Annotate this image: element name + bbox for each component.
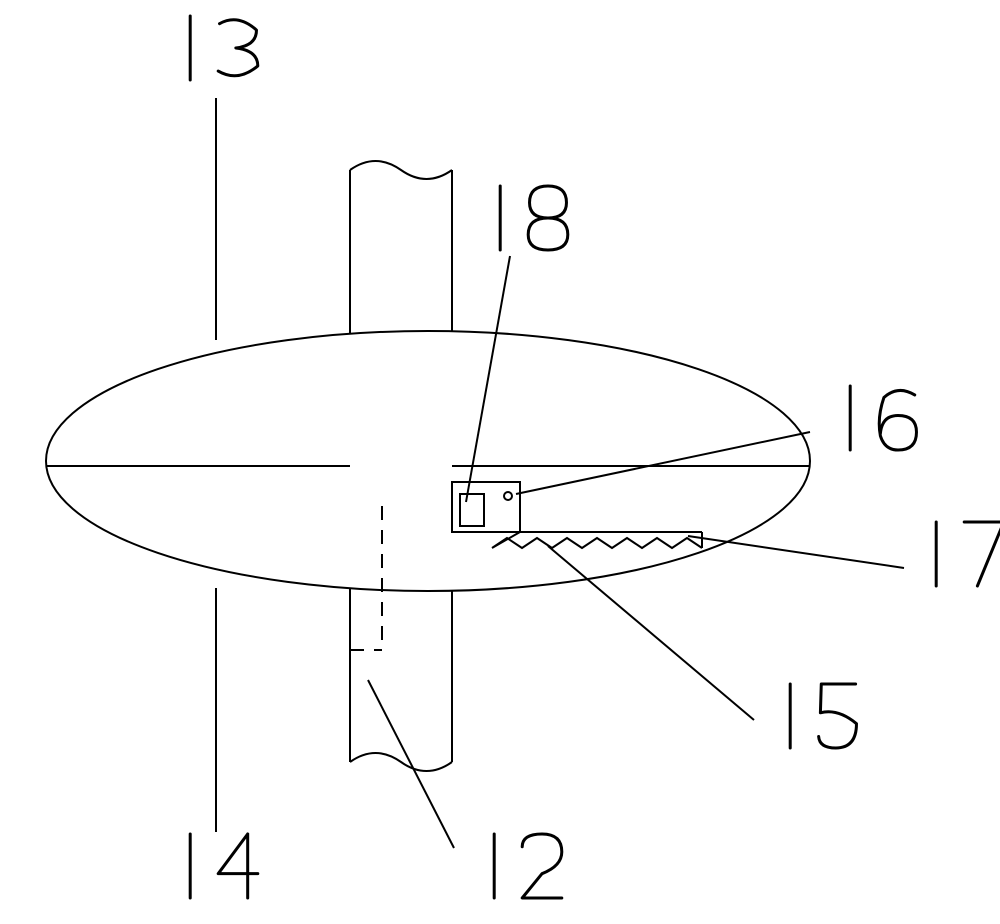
label-18: 18: [476, 186, 568, 251]
label-15-text: 15: [766, 747, 768, 749]
leader-17: [688, 536, 904, 568]
label-12: 12: [470, 834, 562, 899]
label-12-text: 12: [470, 897, 472, 899]
label-18-digit: [528, 186, 568, 250]
label-14-text: 14: [166, 897, 168, 899]
label-18-text: 18: [476, 249, 478, 251]
label-17-text: 17: [912, 585, 914, 587]
label-14-digit: [218, 834, 258, 898]
mechanism-outer-box: [452, 482, 520, 532]
diagram-canvas: 12 13 14 15 16 17 18: [0, 0, 1000, 924]
pipe-break-bottom: [350, 753, 452, 771]
label-16-text: 16: [826, 449, 828, 451]
label-15: 15: [766, 684, 856, 749]
leader-12: [368, 680, 454, 848]
label-14: 14: [166, 834, 258, 899]
label-17: 17: [912, 522, 1000, 587]
thread-sawtooth: [492, 532, 702, 548]
label-13-digit: [218, 20, 258, 76]
label-12-digit: [522, 834, 562, 898]
label-16: 16: [826, 386, 916, 451]
leader-15: [548, 546, 754, 720]
mechanism-inner-box: [460, 494, 484, 526]
pipe-break-top: [350, 161, 452, 179]
label-16-digit: [879, 390, 916, 450]
label-13: 13: [166, 16, 258, 81]
label-13-text: 13: [166, 79, 168, 81]
label-17-digit: [964, 522, 1000, 586]
label-15-digit: [819, 684, 857, 748]
ellipse-body: [46, 331, 810, 591]
mechanism-pin: [504, 492, 512, 500]
leader-16: [516, 432, 810, 494]
